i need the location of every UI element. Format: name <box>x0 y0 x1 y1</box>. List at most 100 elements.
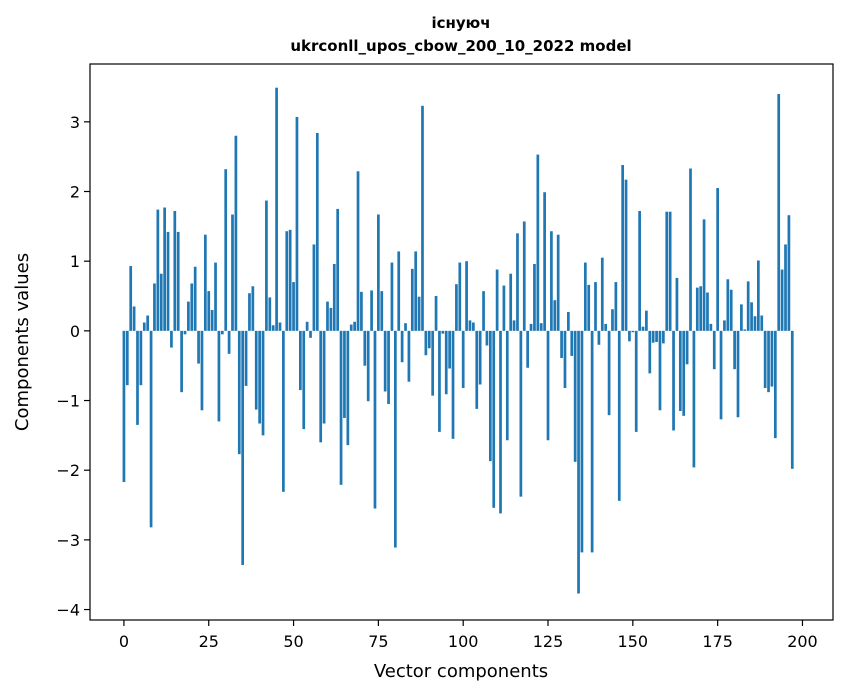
bar-151 <box>634 330 638 432</box>
bar-61 <box>329 307 333 331</box>
bar-103 <box>472 322 475 331</box>
bar-49 <box>288 229 292 331</box>
bar-26 <box>210 309 214 331</box>
y-tick-label-3: 3 <box>70 113 80 132</box>
bar-48 <box>285 231 289 331</box>
bar-58 <box>319 330 323 443</box>
bar-38 <box>251 286 255 331</box>
bar-118 <box>522 221 526 331</box>
bar-5 <box>139 330 143 386</box>
bar-98 <box>455 284 458 331</box>
x-tick-label-50: 50 <box>283 632 303 651</box>
bar-137 <box>587 284 591 331</box>
bar-175 <box>716 188 719 331</box>
bar-110 <box>495 269 499 331</box>
bar-128 <box>556 234 560 331</box>
bar-100 <box>461 330 465 388</box>
y-tick-label-2: 2 <box>70 183 80 202</box>
bar-41 <box>261 330 265 436</box>
bar-196 <box>787 215 791 331</box>
bar-102 <box>468 320 472 331</box>
bar-182 <box>740 304 743 331</box>
bar-132 <box>570 330 574 356</box>
bar-24 <box>203 234 207 331</box>
bar-34 <box>237 330 241 455</box>
bar-67 <box>349 324 353 331</box>
bar-33 <box>234 135 238 331</box>
bar-140 <box>597 330 601 345</box>
bar-18 <box>183 330 187 335</box>
bar-42 <box>265 200 268 331</box>
bar-14 <box>170 330 173 348</box>
bar-169 <box>695 287 699 331</box>
bar-72 <box>366 330 370 402</box>
bar-66 <box>346 330 350 446</box>
bar-130 <box>563 330 567 388</box>
y-axis-label: Components values <box>12 253 33 431</box>
bar-135 <box>580 330 584 553</box>
bar-190 <box>767 330 770 393</box>
x-axis: 0 25 50 75 100 125 150 175 200 <box>119 620 818 651</box>
bar-11 <box>159 273 163 331</box>
bar-173 <box>709 323 713 331</box>
bar-161 <box>668 211 672 331</box>
bar-83 <box>404 323 407 331</box>
bar-63 <box>336 208 340 331</box>
bar-177 <box>723 320 726 331</box>
bar-113 <box>505 330 509 441</box>
bar-57 <box>315 132 319 331</box>
bar-115 <box>512 320 516 331</box>
bar-129 <box>560 330 563 359</box>
bar-109 <box>492 330 496 508</box>
bar-84 <box>407 330 411 382</box>
bar-9 <box>153 283 156 331</box>
bar-39 <box>254 330 258 410</box>
x-tick-label-25: 25 <box>199 632 219 651</box>
bar-147 <box>621 165 625 331</box>
bar-69 <box>356 171 360 331</box>
bar-162 <box>672 330 675 431</box>
bar-30 <box>224 169 228 331</box>
x-tick-label-175: 175 <box>702 632 733 651</box>
bar-25 <box>207 291 211 331</box>
bar-149 <box>628 330 631 342</box>
bar-136 <box>583 262 587 331</box>
bar-164 <box>678 330 682 411</box>
y-axis: −4 −3 −2 −1 0 1 2 3 <box>56 113 90 620</box>
bar-99 <box>458 262 462 331</box>
bar-74 <box>373 330 377 509</box>
y-tick-label--1: −1 <box>56 392 80 411</box>
chart-title-line-1: існуюч <box>431 14 490 32</box>
plot-frame <box>89 63 834 621</box>
bar-101 <box>465 261 468 331</box>
bar-157 <box>655 330 658 342</box>
bar-79 <box>390 262 394 331</box>
bar-125 <box>546 330 550 441</box>
bar-51 <box>295 116 299 331</box>
bar-154 <box>645 310 648 331</box>
bar-126 <box>550 231 553 331</box>
bar-143 <box>607 330 611 416</box>
bar-181 <box>736 330 740 418</box>
bar-172 <box>706 292 709 331</box>
bar-193 <box>777 93 781 331</box>
bar-176 <box>719 330 723 420</box>
bar-120 <box>529 323 533 331</box>
bar-171 <box>702 219 706 331</box>
bar-148 <box>624 179 628 331</box>
bar-111 <box>499 330 502 514</box>
bar-127 <box>553 300 557 331</box>
bar-174 <box>712 330 716 370</box>
bar-87 <box>417 296 421 331</box>
bar-3 <box>132 306 136 331</box>
x-axis-label: Vector components <box>374 661 548 682</box>
bar-153 <box>641 326 645 331</box>
bar-1 <box>125 330 129 386</box>
bar-75 <box>377 214 380 331</box>
bar-52 <box>298 330 302 391</box>
bar-56 <box>312 244 316 331</box>
bar-7 <box>146 315 150 331</box>
bar-44 <box>271 325 275 331</box>
bar-112 <box>502 285 506 331</box>
